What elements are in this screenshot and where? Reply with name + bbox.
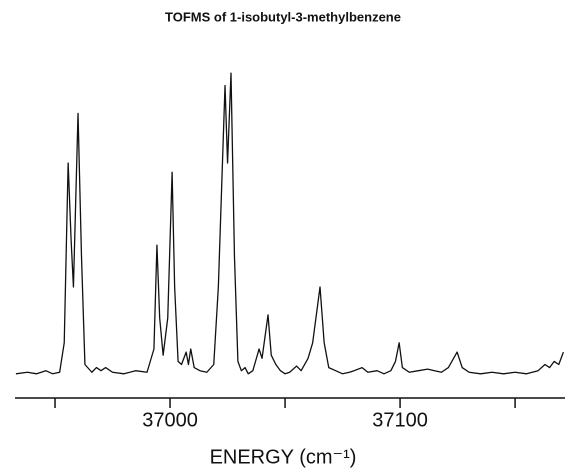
chart-title: TOFMS of 1-isobutyl-3-methylbenzene bbox=[165, 9, 401, 24]
x-axis-label: ENERGY (cm⁻¹) bbox=[210, 446, 357, 468]
x-tick-label: 37100 bbox=[372, 409, 428, 431]
spectrum-line bbox=[15, 72, 564, 375]
x-tick-label: 37000 bbox=[142, 409, 198, 431]
